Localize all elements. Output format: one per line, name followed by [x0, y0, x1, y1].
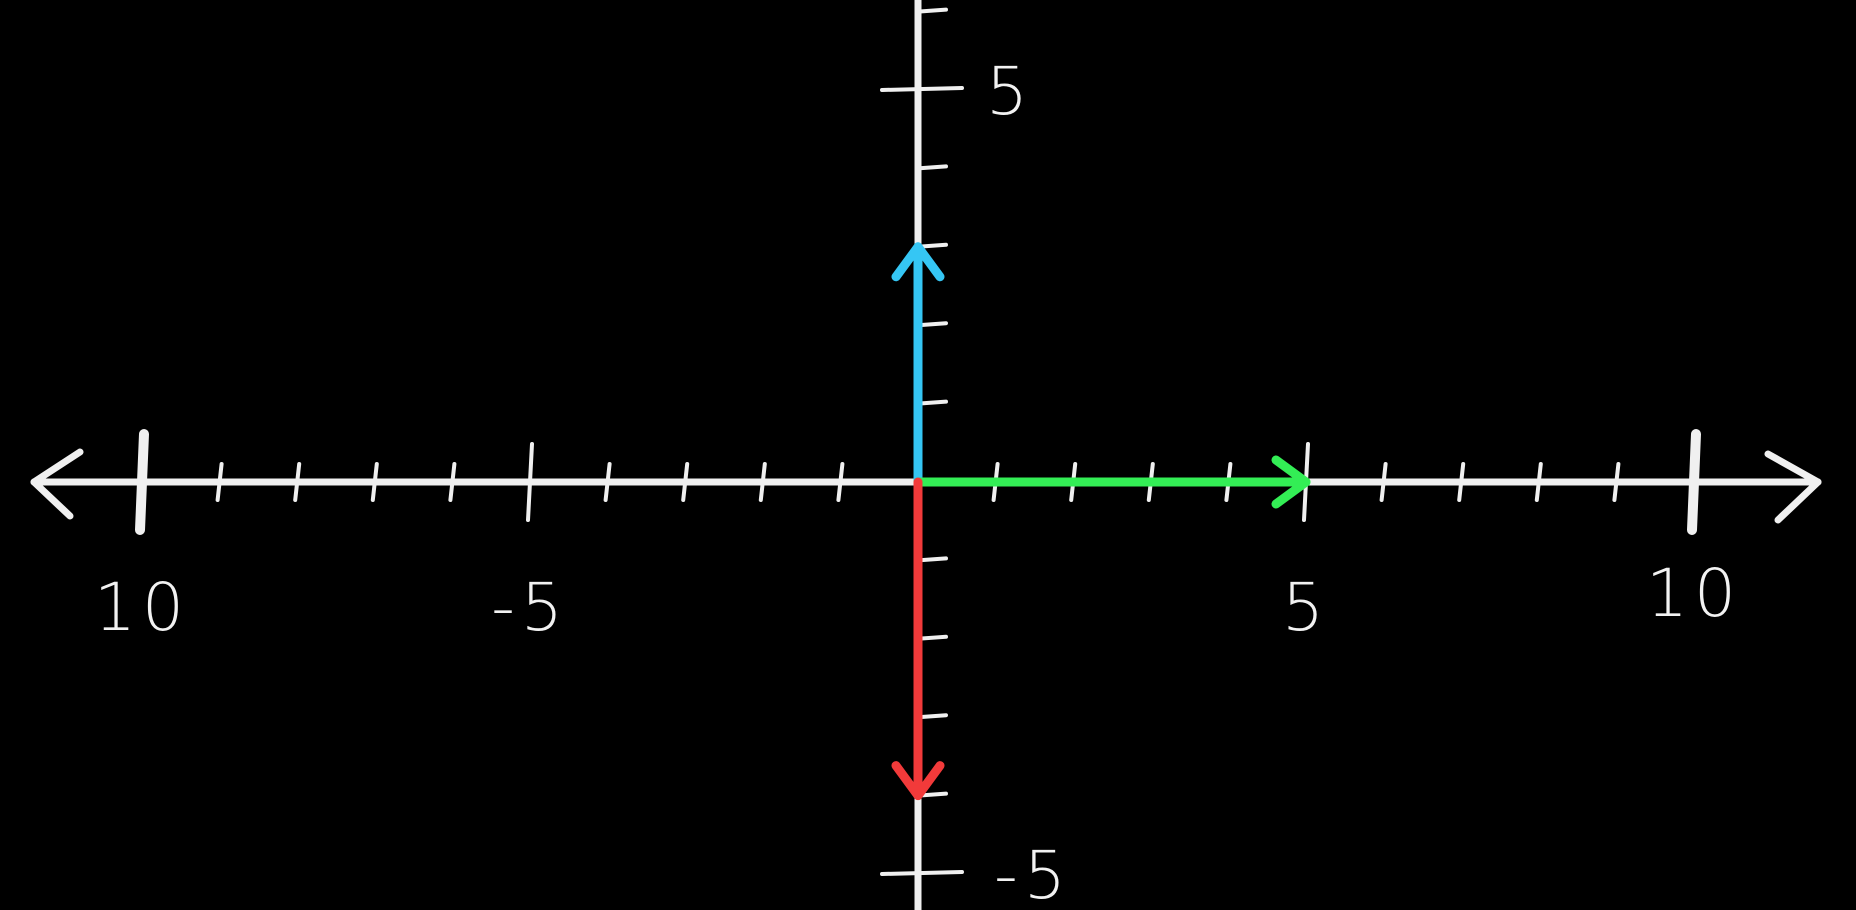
x-tick-mark: [370, 462, 379, 502]
x-tick-mark: [681, 462, 690, 502]
x-axis-left-arrowhead: [30, 448, 84, 520]
x-tick-mark: [603, 462, 612, 502]
x-tick-label: 5: [1282, 569, 1330, 646]
x-tick-label: 10: [94, 569, 190, 646]
y-tick-mark: [916, 634, 948, 641]
x-tick-mark: [1534, 462, 1543, 502]
y-tick-label: 5: [986, 53, 1034, 130]
x-tick-mark: [1379, 462, 1388, 502]
x-tick-mark: [448, 462, 457, 502]
y-tick-mark: [916, 7, 948, 14]
y-tick-mark: [916, 713, 948, 720]
x-tick-mark: [1687, 429, 1701, 535]
y-tick-mark: [916, 556, 948, 563]
labels-group: 10 -5 5 10 5 -5: [94, 53, 1742, 910]
y-tick-mark: [880, 870, 964, 876]
x-tick-mark: [293, 462, 302, 502]
x-tick-label: -5: [491, 569, 569, 646]
x-tick-label: 10: [1646, 555, 1742, 632]
vector-up-arrowhead: [891, 242, 945, 282]
vectors-group: [891, 242, 1311, 801]
vector-right-arrowhead: [1271, 455, 1311, 509]
y-tick-mark: [880, 86, 964, 92]
x-tick-mark: [215, 462, 224, 502]
x-tick-mark: [758, 462, 767, 502]
x-tick-mark: [836, 462, 845, 502]
axes-group: [30, 0, 1822, 910]
x-tick-mark: [526, 442, 534, 522]
x-tick-mark: [1612, 462, 1621, 502]
x-tick-mark: [1457, 462, 1466, 502]
y-tick-label: -5: [994, 837, 1072, 910]
x-tick-mark: [135, 429, 149, 535]
x-axis-right-arrowhead: [1764, 450, 1822, 524]
vector-down-arrowhead: [891, 761, 945, 801]
y-tick-mark: [916, 164, 948, 171]
y-tick-mark: [916, 399, 948, 406]
y-tick-mark: [916, 321, 948, 328]
